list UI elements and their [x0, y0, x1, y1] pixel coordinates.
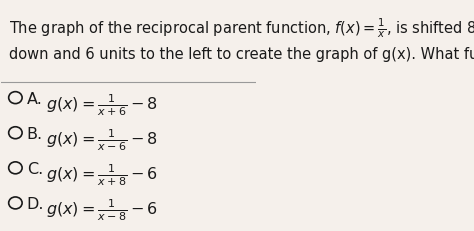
Text: A.: A. — [27, 92, 43, 107]
Text: $g(x) = \frac{1}{x+6} - 8$: $g(x) = \frac{1}{x+6} - 8$ — [46, 92, 158, 118]
Text: $g(x) = \frac{1}{x+8} - 6$: $g(x) = \frac{1}{x+8} - 6$ — [46, 162, 158, 188]
Text: B.: B. — [27, 127, 43, 142]
Text: C.: C. — [27, 162, 43, 177]
Text: $g(x) = \frac{1}{x-6} - 8$: $g(x) = \frac{1}{x-6} - 8$ — [46, 127, 158, 153]
Text: D.: D. — [27, 197, 45, 212]
Text: $g(x) = \frac{1}{x-8} - 6$: $g(x) = \frac{1}{x-8} - 6$ — [46, 197, 158, 223]
Text: The graph of the reciprocal parent function, $f(x) = \frac{1}{x}$, is shifted 8 : The graph of the reciprocal parent funct… — [9, 17, 474, 40]
Text: down and 6 units to the left to create the graph of g(x). What function is g(x)?: down and 6 units to the left to create t… — [9, 47, 474, 62]
